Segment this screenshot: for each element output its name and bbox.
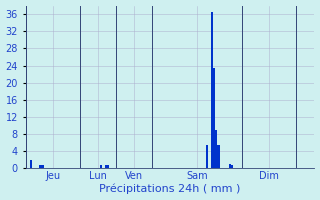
Bar (100, 165, 102, 168)
Bar (39, 165, 41, 168)
Bar (229, 164, 231, 168)
Bar (206, 145, 208, 168)
Bar (41, 165, 44, 168)
Bar (217, 145, 220, 168)
Bar (30, 160, 32, 168)
Bar (107, 165, 109, 168)
Bar (231, 165, 233, 168)
Bar (215, 130, 217, 168)
Bar (213, 68, 215, 168)
Bar (105, 165, 107, 168)
Bar (211, 12, 213, 168)
X-axis label: Précipitations 24h ( mm ): Précipitations 24h ( mm ) (99, 184, 241, 194)
